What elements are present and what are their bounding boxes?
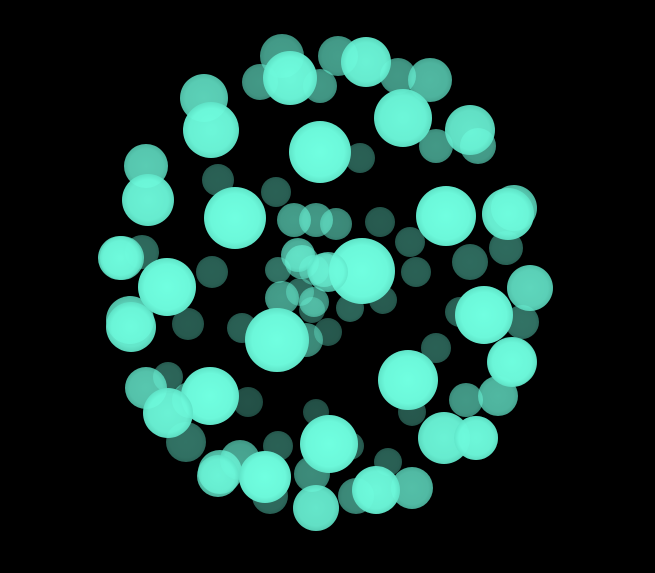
ball-mid xyxy=(281,238,315,272)
ball-mid xyxy=(408,58,452,102)
ball-far xyxy=(365,207,395,237)
ball-near xyxy=(143,388,193,438)
ball-near xyxy=(455,286,513,344)
ball-mid xyxy=(308,252,348,292)
ball-group xyxy=(98,34,553,531)
ball-far xyxy=(401,257,431,287)
ball-far xyxy=(172,308,204,340)
ball-far xyxy=(196,256,228,288)
ball-near xyxy=(482,188,534,240)
ball-near xyxy=(289,121,351,183)
ball-far xyxy=(489,231,523,265)
ball-mid xyxy=(265,281,299,315)
ball-near xyxy=(445,105,495,155)
ball-far xyxy=(505,305,539,339)
ball-near xyxy=(352,466,400,514)
ball-mid xyxy=(299,287,329,317)
ball-far xyxy=(421,333,451,363)
ball-near xyxy=(122,174,174,226)
ball-near xyxy=(183,102,239,158)
ball-mid xyxy=(391,467,433,509)
ball-near xyxy=(263,51,317,105)
ball-near xyxy=(239,451,291,503)
ball-near xyxy=(204,187,266,249)
ball-near xyxy=(418,412,470,464)
ball-far xyxy=(345,143,375,173)
ball-near xyxy=(378,350,438,410)
ball-mid xyxy=(419,129,453,163)
ball-far xyxy=(452,244,488,280)
ball-mid xyxy=(320,208,352,240)
ball-near xyxy=(341,37,391,87)
ball-near xyxy=(106,302,156,352)
ball-near xyxy=(329,238,395,304)
ball-far xyxy=(395,227,425,257)
ball-near xyxy=(245,308,309,372)
ball-near xyxy=(374,89,432,147)
ball-mid xyxy=(507,265,553,311)
ball-near xyxy=(181,367,239,425)
ball-far xyxy=(202,164,234,196)
ball-mid xyxy=(197,455,239,497)
ball-mid xyxy=(454,416,498,460)
ball-near xyxy=(416,186,476,246)
ball-far xyxy=(233,387,263,417)
ball-near xyxy=(487,337,537,387)
ball-near xyxy=(98,236,142,280)
ball-mid xyxy=(449,383,483,417)
ball-near xyxy=(300,415,358,473)
ball-near xyxy=(138,258,196,316)
ball-near xyxy=(293,485,339,531)
ball-far xyxy=(261,177,291,207)
